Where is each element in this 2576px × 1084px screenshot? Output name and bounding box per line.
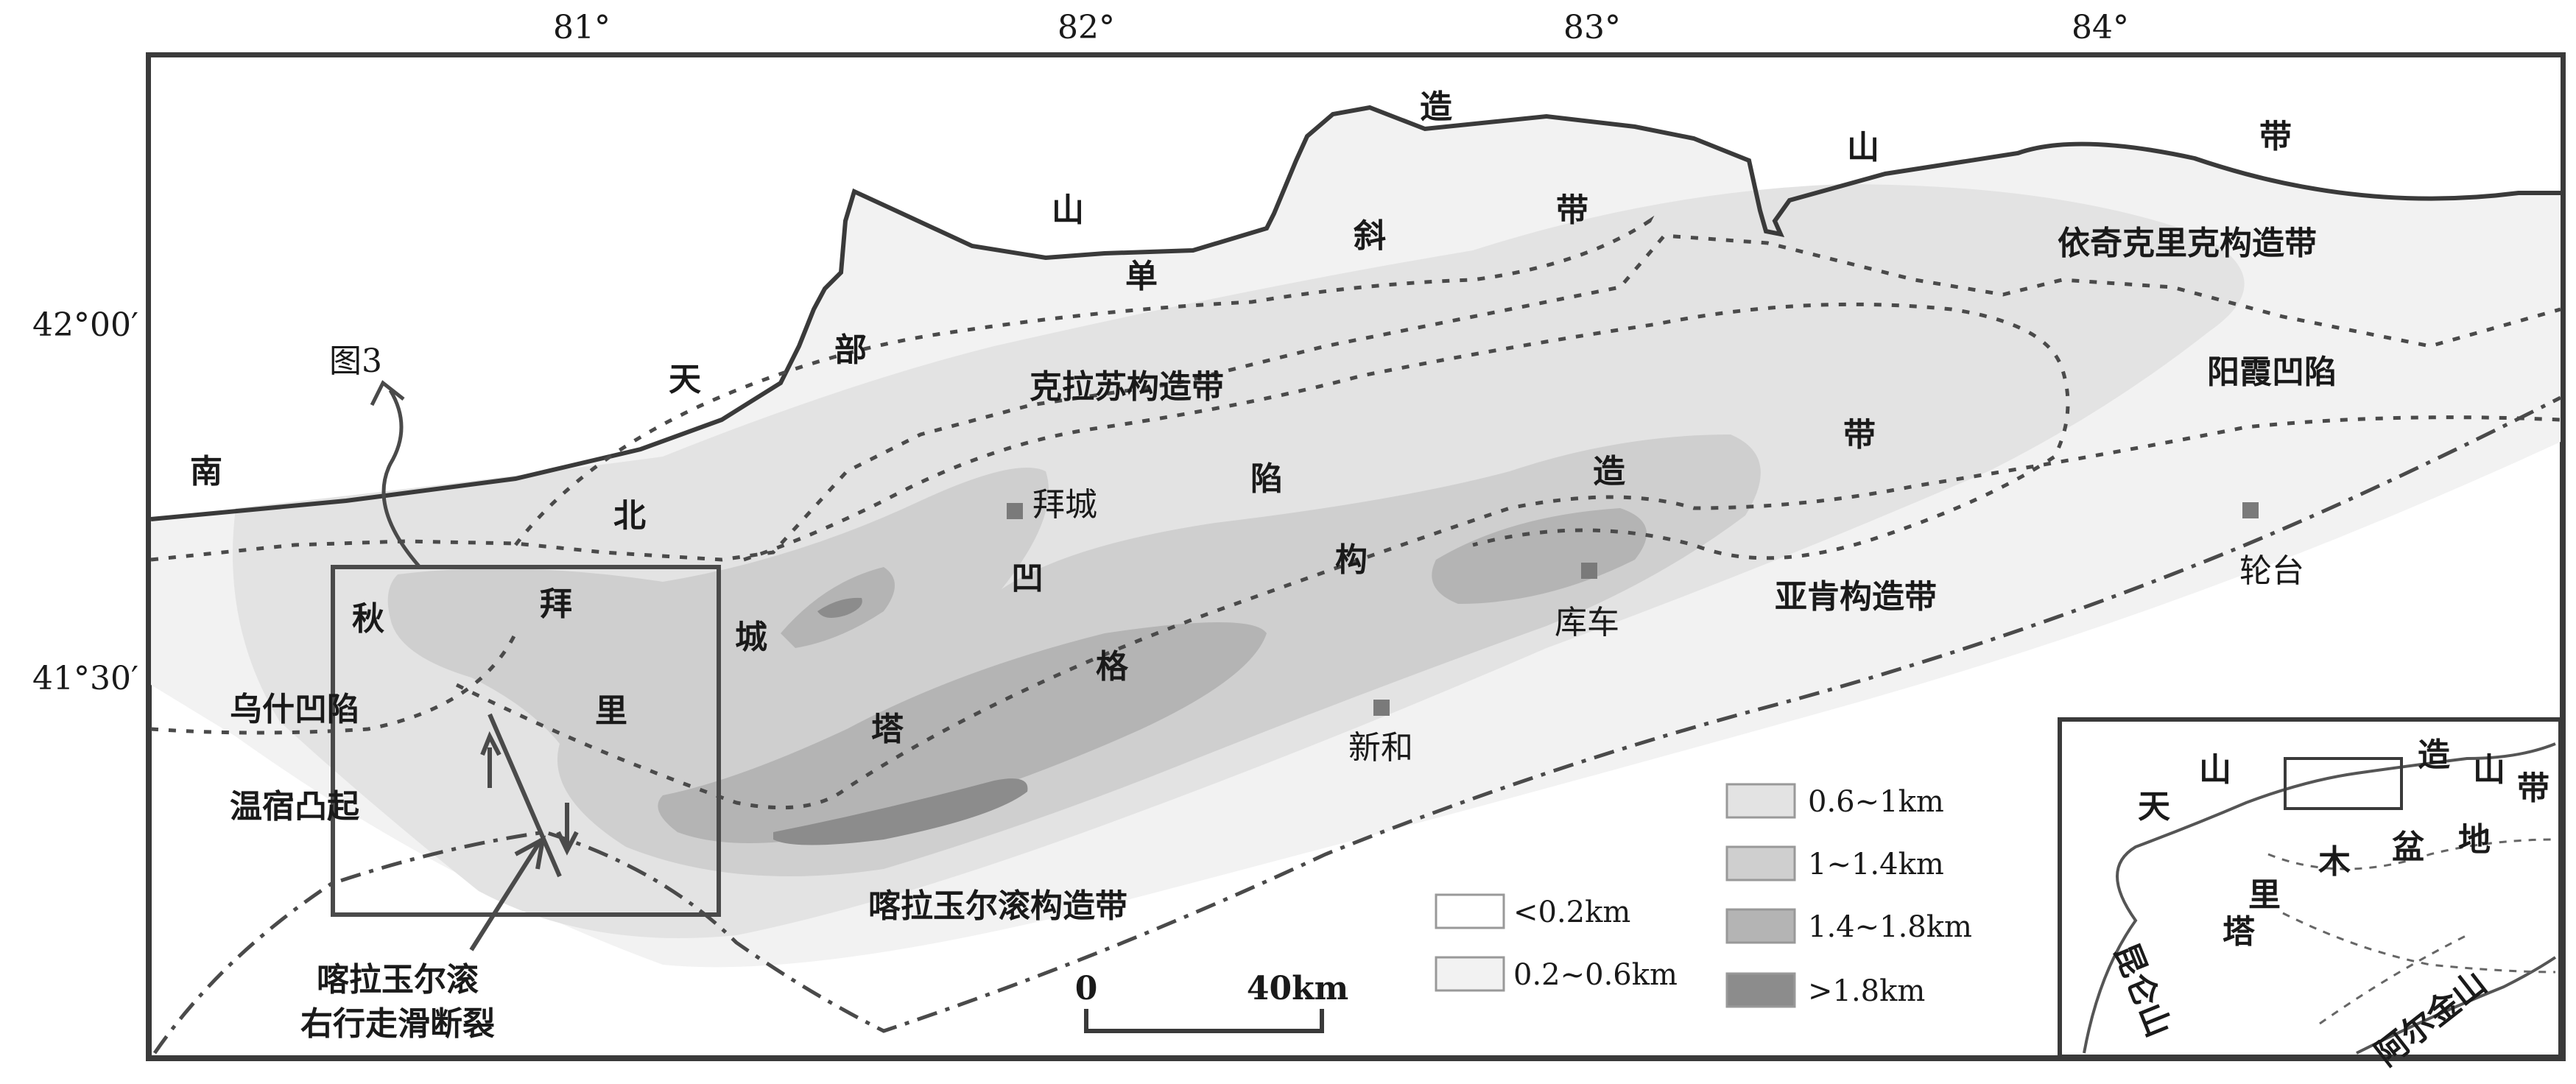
zone-1.4-1.8	[658, 508, 1647, 843]
inset-mu: 木	[2318, 843, 2351, 881]
town-marker-kuche	[1581, 563, 1597, 579]
label-kalayuergun: 喀拉玉尔滚构造带	[868, 887, 1127, 925]
label-qiu: 秋	[352, 600, 384, 638]
label-ao: 凹	[1011, 560, 1044, 597]
label-gou: 构	[1335, 541, 1368, 579]
tick-81: 81°	[553, 9, 610, 46]
label-tian: 天	[669, 361, 701, 398]
tick-84: 84°	[2072, 9, 2129, 46]
inset-zao: 造	[2418, 736, 2450, 774]
label-bei: 北	[613, 497, 646, 535]
inset-ta: 塔	[2223, 913, 2256, 951]
inset-shan-2: 山	[2473, 751, 2505, 789]
scale-end: 40km	[1247, 970, 1348, 1007]
legend-label-5: >1.8km	[1808, 974, 1925, 1008]
inset-tian: 天	[2138, 788, 2170, 826]
label-shan-1: 山	[1052, 191, 1084, 229]
label-dai-3: 带	[1843, 416, 1876, 454]
inset-shan-1: 山	[2199, 751, 2231, 789]
legend-swatch-3	[1725, 845, 1796, 881]
legend-label-4: 1.4~1.8km	[1808, 910, 1972, 944]
legend-swatch-0	[1435, 893, 1505, 929]
town-xinhe: 新和	[1348, 729, 1413, 767]
town-marker-luntai	[2242, 502, 2259, 518]
tick-41-30: 41°30′	[32, 660, 138, 697]
inset-li: 里	[2248, 876, 2281, 914]
label-wushi: 乌什凹陷	[230, 691, 359, 728]
label-ta: 塔	[871, 711, 904, 748]
label-li: 里	[595, 692, 627, 730]
town-kuche: 库车	[1555, 604, 1619, 641]
label-shan-2: 山	[1847, 129, 1879, 166]
study-area-box	[331, 565, 721, 917]
label-fault-2: 右行走滑断裂	[300, 1005, 495, 1043]
label-cheng: 城	[735, 619, 767, 656]
legend-swatch-2	[1725, 783, 1796, 819]
label-yiqikelike: 依奇克里克构造带	[2058, 225, 2317, 262]
label-fault-1: 喀拉玉尔滚	[317, 961, 479, 999]
label-kelasu: 克拉苏构造带	[1030, 368, 1224, 406]
inset-basin-outline	[2083, 742, 2557, 1055]
tianshan-area	[151, 57, 2561, 519]
inset-dai: 带	[2517, 770, 2549, 807]
label-bu: 部	[834, 331, 867, 369]
tick-82: 82°	[1058, 9, 1115, 46]
structural-boundaries	[150, 215, 2561, 810]
inset-map: 天 山 造 山 带 塔 里 木 盆 地 昆仑山 阿尔金山	[2058, 717, 2563, 1074]
label-zao-2: 造	[1593, 453, 1625, 490]
inset-frame	[2058, 717, 2563, 1059]
label-xian: 陷	[1250, 460, 1283, 498]
inset-study-box	[2284, 757, 2403, 810]
label-yangxia: 阳霞凹陷	[2207, 353, 2337, 391]
label-wensu: 温宿凸起	[230, 788, 360, 826]
label-ge: 格	[1096, 648, 1129, 686]
tianshan-boundary	[150, 105, 2561, 521]
label-nan: 南	[190, 453, 222, 490]
legend-label-1: 0.2~0.6km	[1513, 958, 1678, 992]
strike-slip-fault	[469, 713, 579, 951]
label-dai: 带	[2259, 118, 2292, 155]
inset-di: 地	[2458, 821, 2491, 859]
basin-boundaries	[152, 395, 2562, 1055]
label-fig3: 图3	[329, 342, 382, 380]
legend-swatch-4	[1725, 908, 1796, 944]
legend-label-2: 0.6~1km	[1808, 785, 1944, 819]
label-dai-2: 带	[1556, 191, 1588, 229]
scale-bar: 0 40km	[1075, 970, 1348, 1033]
legend: <0.2km 0.2~0.6km 0.6~1km 1~1.4km 1.4~1.8…	[1435, 783, 1972, 1008]
tick-42-00: 42°00′	[32, 306, 138, 344]
inset-pen: 盆	[2392, 828, 2424, 866]
scale-start: 0	[1075, 970, 1098, 1007]
town-baicheng: 拜城	[1032, 486, 1097, 524]
label-zao: 造	[1420, 88, 1452, 126]
town-marker-baicheng	[1007, 503, 1023, 519]
fig3-arrow	[381, 389, 421, 569]
tick-83: 83°	[1563, 9, 1621, 46]
town-marker-xinhe	[1373, 700, 1390, 716]
legend-label-0: <0.2km	[1513, 895, 1630, 929]
legend-swatch-1	[1435, 956, 1505, 992]
fig3-arrowhead	[370, 380, 405, 406]
label-bai: 拜	[540, 585, 572, 623]
town-luntai: 轮台	[2239, 552, 2304, 590]
legend-label-3: 1~1.4km	[1808, 848, 1944, 881]
label-xie: 斜	[1354, 217, 1386, 255]
label-dan: 单	[1125, 258, 1158, 295]
legend-swatch-5	[1725, 972, 1796, 1008]
label-yaken: 亚肯构造带	[1775, 578, 1937, 616]
